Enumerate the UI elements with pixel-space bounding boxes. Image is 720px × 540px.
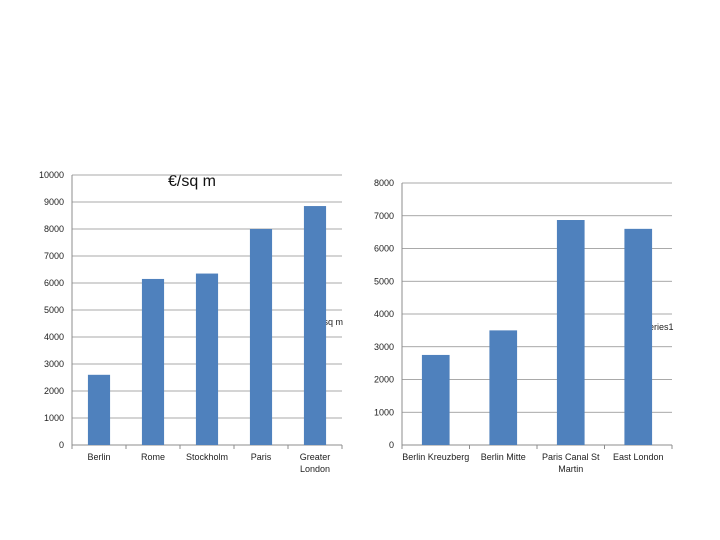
y-tick-label: 2000 [44,386,64,396]
y-tick-label: 8000 [44,224,64,234]
y-tick-label: 10000 [39,170,64,180]
bar-paris-canal-st-martin [556,220,585,445]
y-tick-label: 5000 [374,276,394,286]
y-tick-label: 7000 [44,251,64,261]
y-tick-label: 0 [389,440,394,450]
chart-title: €/sq m [168,173,216,190]
bar-greater-london [303,206,327,445]
x-tick-label: Berlin Kreuzberg [402,452,469,462]
y-tick-label: 3000 [374,342,394,352]
y-tick-label: 8000 [374,178,394,188]
y-tick-label: 0 [59,440,64,450]
x-tick-label: East London [613,452,664,462]
y-tick-label: 1000 [44,413,64,423]
y-tick-label: 7000 [374,211,394,221]
bar-rome [141,278,165,445]
x-tick-label: Stockholm [186,452,228,462]
bar-east-london [624,228,653,445]
bar-berlin-mitte [489,330,518,445]
y-tick-label: 1000 [374,407,394,417]
y-tick-label: 5000 [44,305,64,315]
y-tick-label: 3000 [44,359,64,369]
x-tick-label: Berlin [87,452,110,462]
bar-berlin-kreuzberg [421,354,450,445]
y-tick-label: 4000 [44,332,64,342]
legend-label: €/sq m [316,317,343,327]
x-tick-label: Paris [251,452,272,462]
bar-berlin [87,374,111,445]
y-tick-label: 6000 [44,278,64,288]
x-tick-label: Berlin Mitte [481,452,526,462]
x-tick-label: Paris Canal St Martin [542,452,600,474]
y-tick-label: 2000 [374,375,394,385]
x-tick-label: Rome [141,452,165,462]
y-tick-label: 6000 [374,244,394,254]
bar-paris [249,229,273,445]
y-tick-label: 4000 [374,309,394,319]
y-tick-label: 9000 [44,197,64,207]
legend-label: Series1 [643,322,674,332]
bar-stockholm [195,273,219,445]
x-tick-label: Greater London [300,452,331,474]
